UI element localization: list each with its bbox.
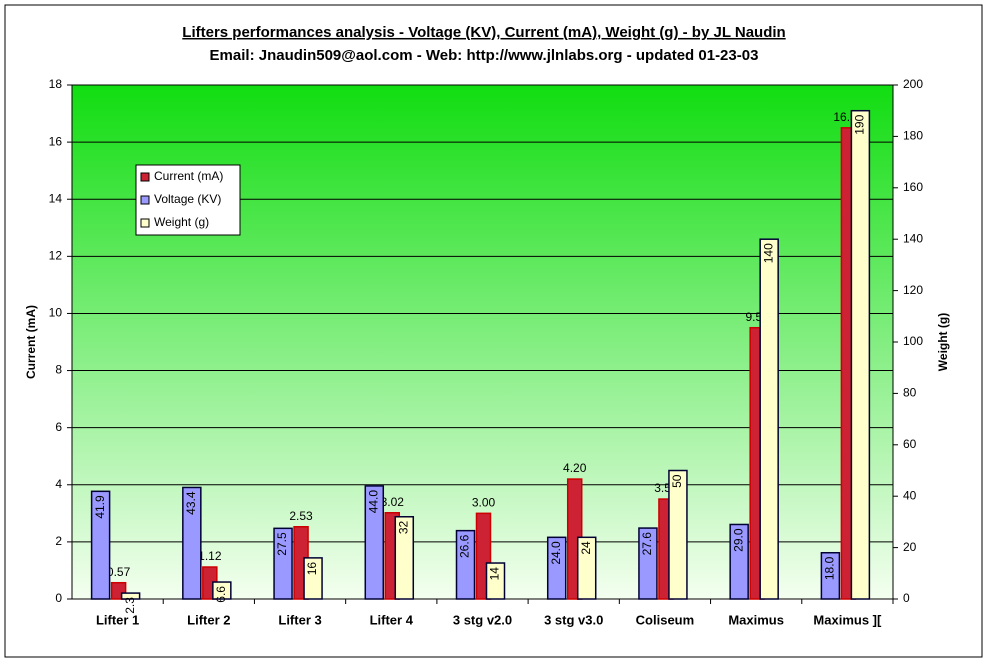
data-label: 27.5	[275, 532, 289, 556]
x-tick-label: Lifter 4	[370, 612, 414, 627]
bar	[546, 536, 567, 600]
y-tick-label: 8	[55, 363, 62, 377]
y2-tick-label: 140	[903, 231, 923, 245]
data-label: 3.02	[381, 495, 405, 509]
bar	[576, 536, 597, 600]
bar	[182, 486, 202, 600]
data-label: 32	[396, 520, 410, 534]
data-label: 2.3	[123, 597, 137, 614]
x-tick-label: Maximus ][	[813, 612, 882, 627]
bar	[303, 557, 323, 600]
legend-label: Current (mA)	[154, 169, 223, 183]
legend-label: Voltage (KV)	[154, 192, 221, 206]
data-label: 24	[579, 541, 593, 555]
data-label: 14	[488, 567, 502, 581]
y2-tick-label: 180	[903, 129, 923, 143]
data-label: 50	[670, 474, 684, 488]
data-label: 3.00	[472, 496, 496, 510]
bar	[90, 490, 111, 600]
bar	[668, 469, 688, 600]
y2-tick-label: 120	[903, 283, 923, 297]
legend-swatch	[140, 172, 150, 182]
data-label: 26.6	[458, 534, 472, 558]
bar	[364, 485, 385, 600]
bar	[729, 523, 749, 600]
x-tick-label: Coliseum	[636, 612, 695, 627]
data-label: 190	[853, 114, 867, 134]
x-tick-label: 3 stg v2.0	[453, 612, 512, 627]
bar	[455, 529, 476, 600]
y2-axis-title: Weight (g)	[936, 313, 950, 371]
x-tick-label: 3 stg v3.0	[544, 612, 603, 627]
x-tick-label: Maximus	[728, 612, 784, 627]
y-tick-label: 0	[55, 591, 62, 605]
x-tick-label: Lifter 1	[96, 612, 139, 627]
data-label: 44.0	[366, 490, 380, 514]
bar	[394, 516, 415, 600]
bar	[273, 527, 293, 600]
data-label: 29.0	[731, 528, 745, 552]
y-tick-label: 2	[55, 534, 62, 548]
y2-tick-label: 20	[903, 540, 917, 554]
data-label: 43.4	[184, 491, 198, 515]
bar	[850, 109, 871, 600]
y-tick-label: 12	[49, 249, 63, 263]
x-tick-label: Lifter 3	[278, 612, 321, 627]
legend	[135, 164, 241, 236]
chart-title: Lifters performances analysis - Voltage …	[182, 24, 785, 41]
y-tick-label: 16	[49, 134, 63, 148]
data-label: 18.0	[823, 556, 837, 580]
data-label: 4.20	[563, 461, 587, 475]
legend-swatch	[140, 195, 150, 205]
data-label: 27.6	[640, 532, 654, 556]
y2-tick-label: 160	[903, 180, 923, 194]
bar	[485, 562, 506, 600]
data-label: 0.57	[107, 565, 131, 579]
y2-tick-label: 0	[903, 591, 910, 605]
y-tick-label: 6	[55, 420, 62, 434]
bar	[120, 592, 141, 600]
data-label: 41.9	[93, 495, 107, 519]
y2-tick-label: 200	[903, 77, 923, 91]
y-axis-title: Current (mA)	[24, 305, 38, 379]
y-tick-label: 14	[49, 191, 63, 205]
data-label: 16	[305, 562, 319, 576]
y2-tick-label: 80	[903, 386, 917, 400]
y2-tick-label: 40	[903, 488, 917, 502]
y-tick-label: 4	[55, 477, 62, 491]
chart-subtitle: Email: Jnaudin509@aol.com - Web: http://…	[210, 47, 759, 64]
bar	[638, 527, 658, 600]
data-label: 2.53	[289, 509, 313, 523]
y2-tick-label: 60	[903, 437, 917, 451]
legend-swatch	[140, 218, 150, 228]
y-tick-label: 18	[49, 77, 63, 91]
y-tick-label: 10	[49, 306, 63, 320]
y2-tick-label: 100	[903, 334, 923, 348]
data-label: 6.6	[214, 586, 228, 603]
data-label: 24.0	[549, 541, 563, 565]
legend-label: Weight (g)	[154, 215, 209, 229]
bar	[820, 551, 841, 600]
bar	[759, 238, 779, 600]
data-label: 140	[761, 243, 775, 263]
data-label: 1.12	[198, 549, 222, 563]
x-tick-label: Lifter 2	[187, 612, 230, 627]
bar	[212, 581, 232, 600]
